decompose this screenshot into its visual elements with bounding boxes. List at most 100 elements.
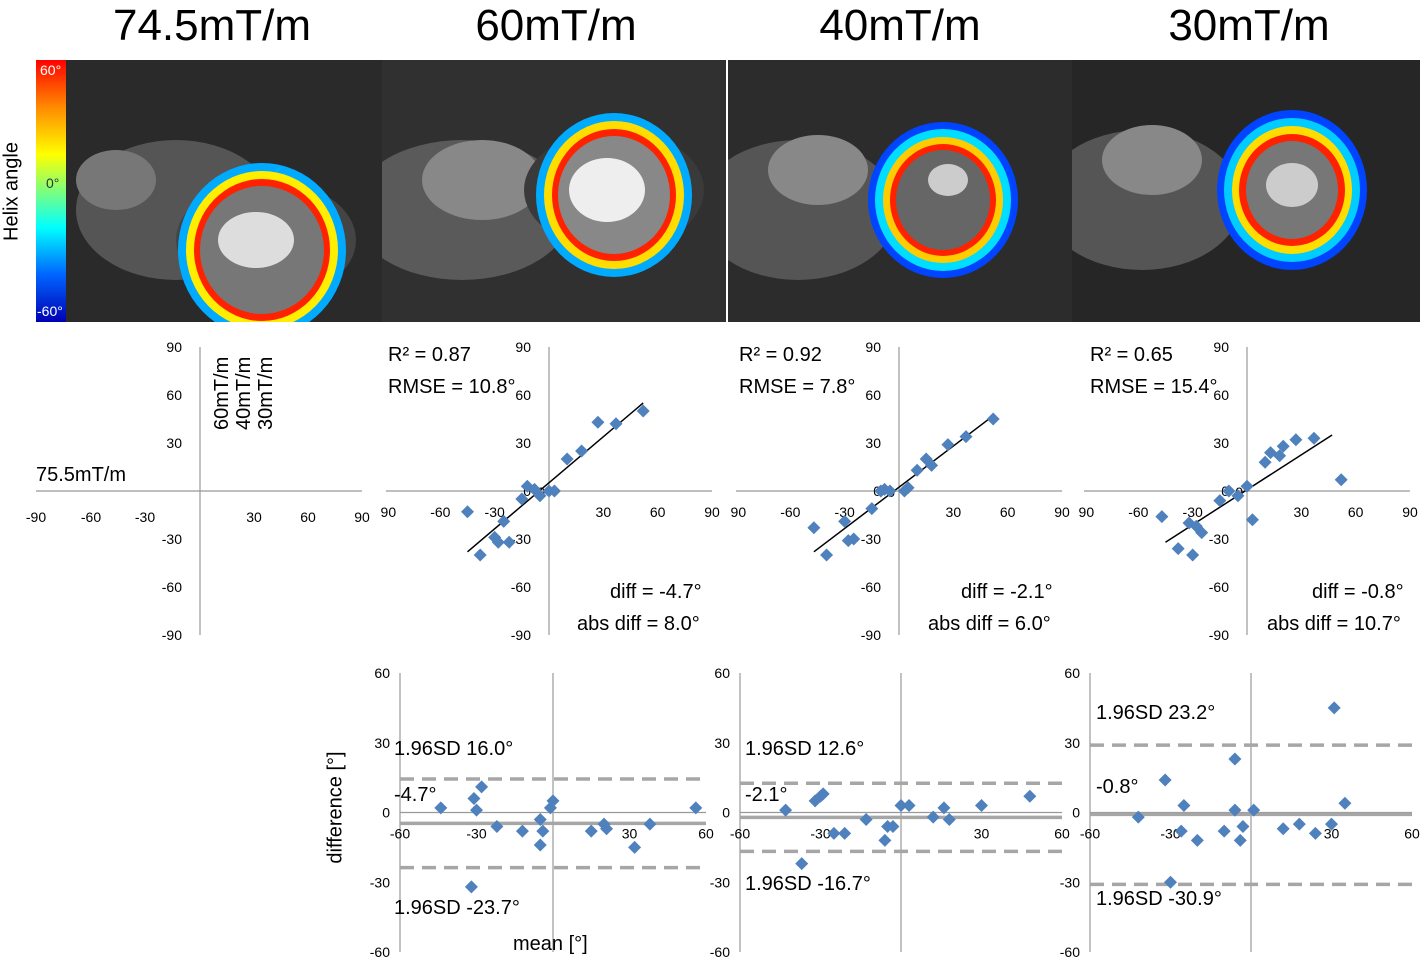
data-point xyxy=(1240,479,1254,493)
lower-loa-60: 1.96SD -23.7° xyxy=(394,897,520,919)
data-point xyxy=(1171,542,1185,556)
data-point xyxy=(591,415,605,429)
data-point xyxy=(600,822,614,836)
x-tick-label: 60 xyxy=(1348,504,1364,520)
data-point xyxy=(865,502,879,516)
data-point xyxy=(883,484,897,498)
data-point xyxy=(1273,449,1287,463)
x-tick-label: -30 xyxy=(810,826,830,842)
bland-ylabel: difference [°] xyxy=(324,751,347,864)
legend-ylabel-60: 60mT/m xyxy=(211,357,233,430)
y-tick-label: -60 xyxy=(710,944,730,960)
data-point xyxy=(1228,752,1242,766)
mri-panel-60 xyxy=(382,60,726,322)
data-point xyxy=(560,452,574,466)
data-point xyxy=(1217,824,1231,838)
data-point xyxy=(470,803,483,817)
x-tick-label: -30 xyxy=(485,504,505,520)
mean-diff-40: -2.1° xyxy=(745,784,788,806)
legend-ytick: -60 xyxy=(162,579,182,595)
data-point xyxy=(1190,833,1204,847)
legend-xtick: -60 xyxy=(81,509,101,525)
bland-altman-40: -60 -30 30 60 -60 -30 0 30 60 xyxy=(710,665,1070,960)
data-point xyxy=(942,812,956,826)
r2-40: R² = 0.92 xyxy=(739,344,822,366)
x-tick-label: -90 xyxy=(380,504,396,520)
data-point xyxy=(536,824,550,838)
y-tick-label: 0 xyxy=(722,805,730,821)
colorbar-bottom-label: -60° xyxy=(37,303,63,319)
data-point xyxy=(1334,473,1348,487)
data-point xyxy=(1236,819,1250,833)
data-point xyxy=(838,514,852,528)
legend-xtick: 60 xyxy=(300,509,316,525)
data-point xyxy=(491,535,505,549)
legend-ytick: 60 xyxy=(166,387,182,403)
data-point xyxy=(490,819,504,833)
y-tick-label: 90 xyxy=(865,339,881,355)
y-tick-label: -60 xyxy=(1060,944,1080,960)
y-tick-label: -60 xyxy=(861,579,881,595)
x-tick-label: 30 xyxy=(974,826,990,842)
data-point xyxy=(1327,701,1341,715)
data-point xyxy=(488,530,502,544)
x-tick-label: -30 xyxy=(466,826,486,842)
lower-loa-30: 1.96SD -30.9° xyxy=(1096,888,1222,910)
x-tick-label: -30 xyxy=(1183,504,1203,520)
y-tick-label: 60 xyxy=(865,387,881,403)
data-point xyxy=(1023,789,1037,803)
data-point xyxy=(894,799,908,813)
y-tick-label: 60 xyxy=(714,665,730,681)
legend-xtick: 30 xyxy=(246,509,262,525)
absdiff-60: abs diff = 8.0° xyxy=(577,613,700,635)
legend-ylabel-30: 30mT/m xyxy=(255,357,277,430)
y-tick-label: -90 xyxy=(861,627,881,643)
y-tick-label: 60 xyxy=(374,665,390,681)
data-point xyxy=(533,812,547,826)
y-tick-label: -60 xyxy=(511,579,531,595)
data-point xyxy=(575,444,589,458)
data-point xyxy=(1155,510,1169,524)
legend-xtick: 90 xyxy=(354,509,370,525)
x-tick-label: -60 xyxy=(1080,826,1100,842)
data-point xyxy=(1245,513,1259,527)
y-tick-label: 60 xyxy=(1064,665,1080,681)
data-point xyxy=(547,484,561,498)
data-point xyxy=(795,857,809,871)
x-tick-label: -30 xyxy=(835,504,855,520)
data-point xyxy=(820,548,834,562)
y-tick-label: -30 xyxy=(370,874,390,890)
data-point xyxy=(515,824,529,838)
data-point xyxy=(1213,494,1227,508)
data-point xyxy=(515,492,529,506)
data-point xyxy=(878,833,892,847)
x-tick-label: -60 xyxy=(780,504,800,520)
data-point xyxy=(1307,431,1321,445)
y-tick-label: -30 xyxy=(861,531,881,547)
data-point xyxy=(467,792,481,806)
bland-altman-60: -60 -30 30 60 -60 -30 0 30 60 xyxy=(370,665,714,960)
data-point xyxy=(1289,433,1303,447)
data-point xyxy=(975,799,988,813)
data-point xyxy=(1292,817,1306,831)
bland-altman-30: -60 -30 30 60 -60 -30 0 30 60 xyxy=(1060,665,1420,960)
x-tick-label: 90 xyxy=(1054,504,1070,520)
y-tick-label: 30 xyxy=(1064,735,1080,751)
absdiff-30: abs diff = 10.7° xyxy=(1267,613,1401,635)
x-tick-label: 90 xyxy=(704,504,720,520)
y-tick-label: -30 xyxy=(1060,874,1080,890)
data-point xyxy=(1164,875,1177,889)
data-point xyxy=(886,819,900,833)
data-point xyxy=(941,438,955,452)
data-point xyxy=(841,534,855,548)
upper-loa-30: 1.96SD 23.2° xyxy=(1096,702,1216,724)
data-point xyxy=(643,817,657,831)
colorbar-mid-label: 0° xyxy=(46,175,60,191)
mri-image-30 xyxy=(1072,60,1420,322)
data-point xyxy=(1276,439,1290,453)
y-tick-label: -30 xyxy=(511,531,531,547)
data-point xyxy=(689,801,703,815)
data-point xyxy=(475,780,489,794)
